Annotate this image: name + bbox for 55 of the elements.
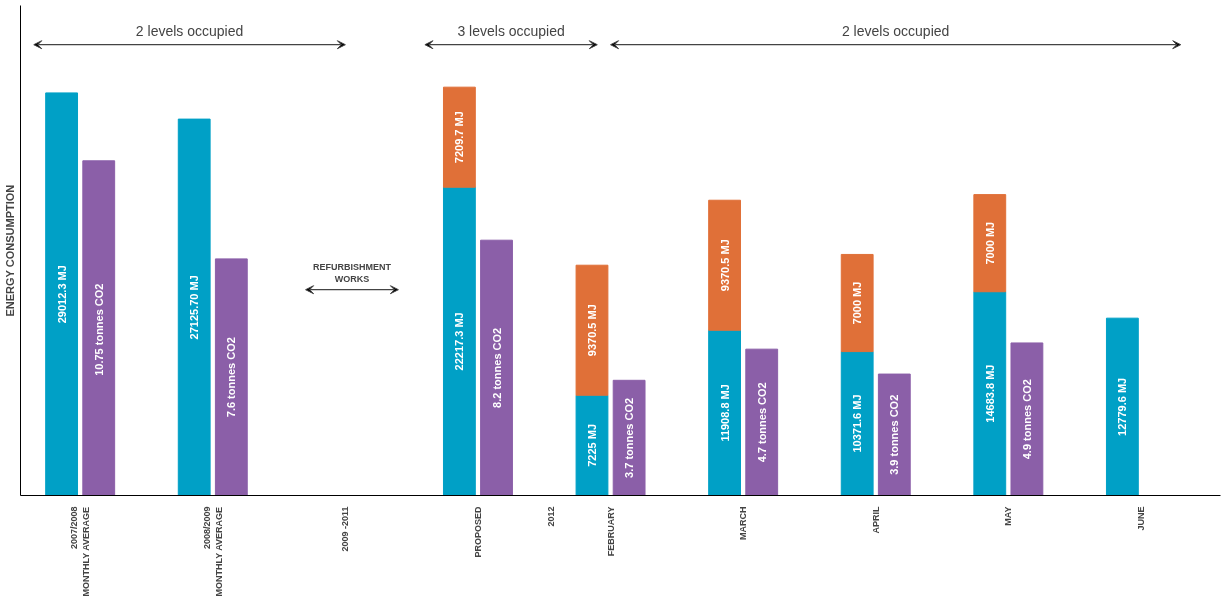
bar [745,348,779,496]
bar [82,160,116,496]
annotation: REFURBISHMENT WORKS [312,261,392,284]
data-label: 12779.6 MJ [1116,377,1129,436]
x-tick-label: JUNE [1135,506,1146,531]
bar [480,239,513,496]
x-tick-label: MARCH [738,506,749,540]
x-tick-label: 2009 -2011 [340,506,351,552]
bar [973,194,1007,293]
data-label: 4.7 tonnes CO2 [755,382,768,463]
bar [973,291,1007,496]
bar [840,351,874,496]
y-axis-title: ENERGY CONSUMPTION [3,184,16,317]
data-label: 3.9 tonnes CO2 [888,394,901,475]
data-label: 3.7 tonnes CO2 [623,397,636,478]
data-label: 8.2 tonnes CO2 [490,327,503,408]
bar [708,199,741,331]
data-label: 7209.7 MJ [453,111,466,164]
bar [177,118,211,496]
x-tick-label: PROPOSED [472,506,483,558]
bar [840,253,874,353]
bar [442,86,476,188]
bar [708,329,741,496]
data-label: 14683.8 MJ [983,364,996,423]
text: 3 levels occupied [457,22,565,39]
data-label: 10371.6 MJ [851,394,864,453]
x-tick-label: FEBRUARY [605,506,616,557]
data-label: 29012.3 MJ [55,265,68,324]
data-label: 7.6 tonnes CO2 [225,337,238,418]
text: 2012 [545,506,556,527]
text: 2 levels occupied [135,22,244,39]
data-label: 9370.5 MJ [585,304,598,357]
x-tick-label: APRIL [870,506,881,534]
data-label: 9370.5 MJ [718,239,731,292]
data-label: 27125.70 MJ [188,275,201,340]
text: 2 levels occupied [841,22,950,39]
x-tick-label: 2008/2009 MONTHLY AVERAGE [201,506,224,597]
bar [1105,317,1139,496]
bar [214,258,248,496]
bar [575,394,609,496]
x-tick-label: 2007/2008 MONTHLY AVERAGE [69,506,92,597]
data-label: 7000 MJ [983,221,996,265]
data-label: 11908.8 MJ [718,384,731,442]
bar [45,92,79,496]
x-tick-label: MAY [1003,506,1014,526]
bar [612,379,646,496]
data-label: 7000 MJ [851,281,864,325]
data-label: 22217.3 MJ [453,312,466,371]
bar [877,373,911,496]
bar [442,186,476,496]
bar [575,264,609,396]
bar [1010,342,1044,496]
data-label: 4.9 tonnes CO2 [1020,379,1033,460]
data-label: 10.75 tonnes CO2 [92,283,105,376]
data-label: 7225 MJ [585,423,598,467]
